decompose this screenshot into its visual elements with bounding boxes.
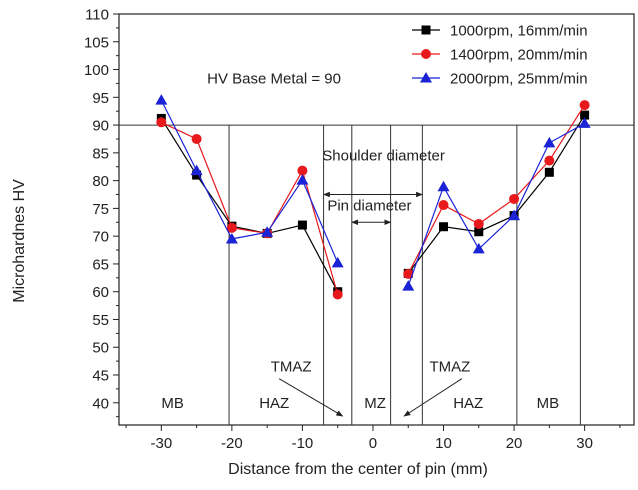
data-point-3 [508,209,521,221]
y-tick-label: 70 [92,229,109,246]
data-point-3 [402,280,415,291]
zone-label: HAZ [259,395,289,412]
y-tick-label: 85 [92,145,109,162]
data-point-1 [544,167,554,177]
series-line-3 [160,99,339,264]
base-metal-label: HV Base Metal = 90 [207,70,341,87]
x-tick-label: 10 [435,435,452,452]
data-point-3 [190,164,203,176]
data-point-3 [578,117,591,128]
data-point-2 [297,165,308,176]
x-tick-label: -10 [292,435,314,452]
x-tick-label: 0 [369,435,377,452]
zone-label: MB [537,395,560,412]
data-point-3 [437,180,450,192]
series-line-3 [407,122,585,287]
series-line-2 [161,121,339,295]
data-point-2 [403,268,414,279]
legend-marker [421,49,431,59]
y-tick-label: 105 [84,34,109,51]
data-point-2 [473,218,484,229]
legend-box [400,16,632,88]
dimension-label: Shoulder diameter [322,148,445,165]
series-line-1 [407,114,586,274]
data-point-3 [331,256,344,268]
y-tick-label: 100 [84,62,109,79]
data-point-3 [155,94,168,105]
data-point-3 [296,174,309,185]
data-point-2 [438,200,449,211]
x-tick-label: -30 [150,435,172,452]
legend-marker [420,72,432,83]
data-point-1 [580,110,590,120]
data-point-3 [225,232,238,244]
data-point-2 [579,100,590,111]
legend-entry: 1000rpm, 16mm/min [450,23,588,40]
legend-entry: 2000rpm, 25mm/min [450,71,588,88]
series-line-2 [407,104,586,275]
zone-label: MB [161,395,184,412]
y-tick-label: 95 [92,90,109,107]
tmaz-arrow [403,378,463,417]
tmaz-arrow [278,378,344,417]
y-tick-label: 90 [92,118,109,135]
zone-label: HAZ [453,395,483,412]
data-point-2 [191,133,202,144]
data-point-2 [332,289,343,300]
data-point-2 [544,155,555,166]
plot-frame [118,13,635,426]
y-tick-label: 110 [85,7,109,24]
zone-label: MZ [364,395,386,412]
data-point-2 [509,193,520,204]
series-line-1 [160,118,339,292]
tmaz-label: TMAZ [271,359,312,376]
y-tick-label: 40 [92,395,109,412]
data-point-1 [474,227,484,237]
legend-marker [421,25,431,35]
legend: 1000rpm, 16mm/min 1400rpm, 20mm/min 2000rp… [400,16,632,88]
y-tick-label: 60 [92,284,109,301]
x-axis-label: Distance from the center of pin (mm) [228,461,488,478]
data-point-3 [472,242,485,254]
x-tick-label: -20 [221,435,243,452]
data-point-2 [226,222,237,233]
dimension-label: Pin diameter [327,198,411,215]
y-tick-label: 50 [92,340,109,357]
legend-entry: 1400rpm, 20mm/min [450,47,588,64]
y-axis-label: Microhardnes HV [11,179,28,303]
x-tick-label: 30 [576,435,593,452]
x-tick-label: 20 [506,435,523,452]
data-point-3 [261,226,274,237]
data-point-1 [297,220,307,230]
data-point-1 [439,222,449,232]
data-point-3 [543,136,556,148]
y-tick-label: 45 [92,368,109,385]
y-tick-label: 80 [92,173,109,190]
data-point-2 [156,117,167,128]
y-tick-label: 55 [92,312,109,329]
tmaz-label: TMAZ [429,359,470,376]
y-tick-label: 65 [92,256,109,273]
y-tick-label: 75 [92,201,109,218]
